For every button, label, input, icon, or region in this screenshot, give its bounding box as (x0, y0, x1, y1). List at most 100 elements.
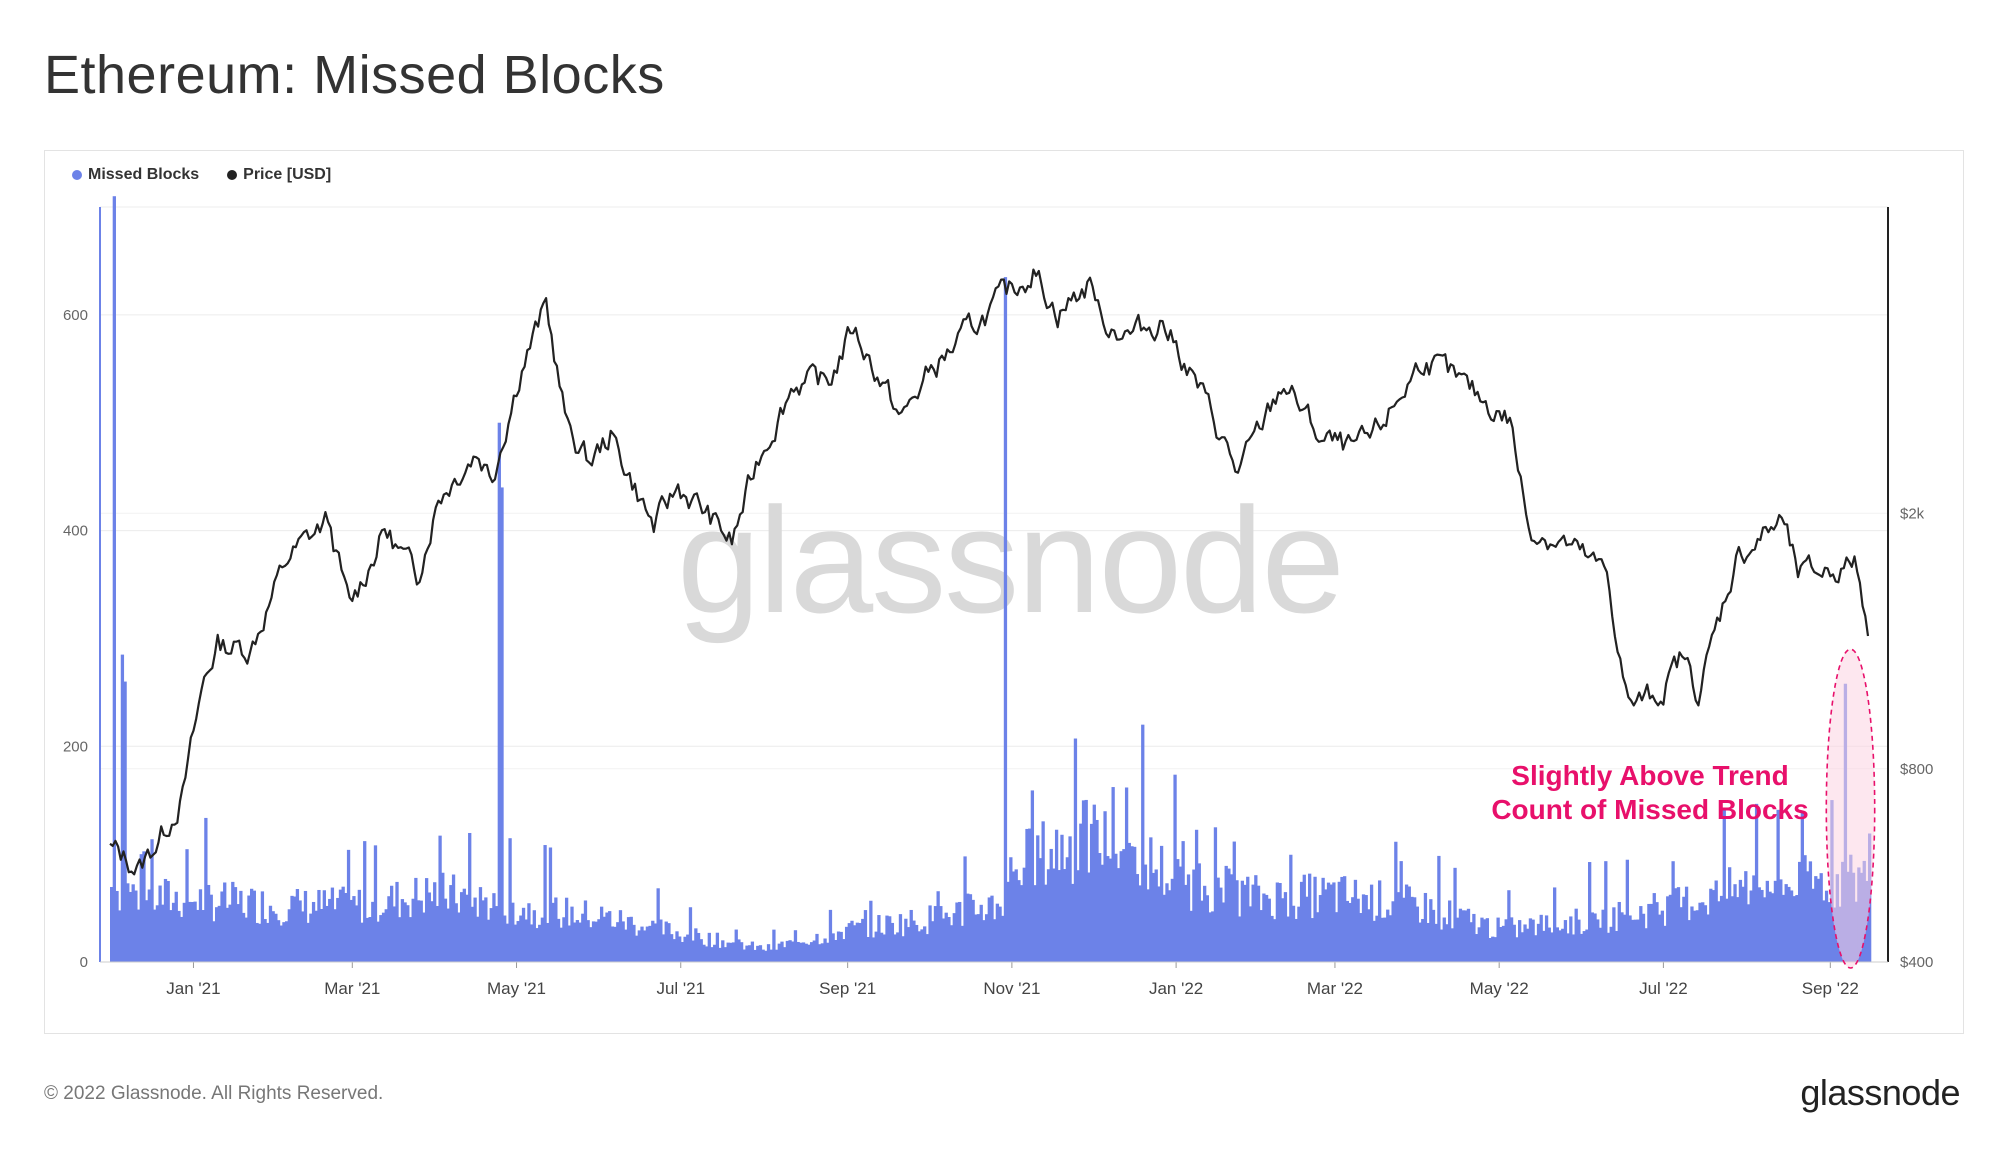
missed-blocks-bar (422, 912, 426, 962)
missed-blocks-bar (1211, 911, 1215, 962)
missed-blocks-bar (573, 922, 577, 962)
glassnode-logo[interactable]: glassnode (1800, 1072, 1960, 1113)
missed-blocks-bar (435, 906, 440, 962)
missed-blocks-bar (319, 908, 324, 962)
missed-blocks-bar (468, 832, 472, 962)
missed-blocks-bar (1456, 917, 1460, 962)
missed-blocks-bar (1122, 849, 1126, 962)
missed-blocks-bar (516, 921, 520, 962)
missed-blocks-bar (634, 935, 639, 962)
missed-blocks-bar (1213, 827, 1218, 962)
missed-blocks-bar (1267, 898, 1271, 962)
missed-blocks-bar (570, 906, 574, 962)
missed-blocks-bar (1235, 880, 1239, 962)
missed-blocks-bar (478, 887, 483, 962)
missed-blocks-bar (1539, 914, 1543, 962)
missed-blocks-bar (1582, 931, 1586, 962)
missed-blocks-bar (1518, 920, 1522, 962)
missed-blocks-bar (1375, 915, 1379, 962)
missed-blocks-bar (1717, 901, 1721, 962)
missed-blocks-bar (1418, 922, 1422, 962)
missed-blocks-bar (341, 886, 345, 962)
missed-blocks-bar (443, 898, 448, 962)
missed-blocks-bar (521, 907, 526, 962)
missed-blocks-bar (1130, 846, 1134, 962)
missed-blocks-bar (1170, 878, 1175, 962)
missed-blocks-bar (1421, 918, 1425, 962)
missed-blocks-bar (223, 882, 227, 962)
missed-blocks-bar (1752, 875, 1756, 962)
missed-blocks-bar (1057, 870, 1061, 962)
missed-blocks-bar (279, 925, 283, 962)
missed-blocks-bar (1528, 918, 1533, 962)
missed-blocks-bar (1606, 932, 1611, 962)
missed-blocks-bar (1798, 861, 1802, 962)
missed-blocks-bar (153, 909, 157, 962)
legend-item-missed-blocks[interactable]: Missed Blocks (72, 166, 199, 184)
missed-blocks-bar (893, 934, 897, 962)
missed-blocks-bar (1749, 890, 1753, 962)
missed-blocks-bar (1076, 870, 1080, 962)
missed-blocks-bar (1092, 804, 1096, 962)
missed-blocks-bar (551, 902, 555, 962)
missed-blocks-bar (721, 940, 725, 962)
missed-blocks-bar (979, 904, 983, 962)
missed-blocks-bar (1246, 876, 1250, 962)
missed-blocks-bar (1612, 907, 1616, 962)
missed-blocks-bar (1308, 873, 1312, 962)
missed-blocks-bar (1345, 900, 1350, 962)
missed-blocks-bar (729, 942, 733, 962)
missed-blocks-bar (594, 921, 598, 962)
missed-blocks-bar (1531, 919, 1535, 962)
missed-blocks-bar (511, 902, 515, 962)
missed-blocks-bar (844, 926, 849, 962)
missed-blocks-bar (1340, 876, 1344, 962)
missed-blocks-bar (995, 903, 1000, 962)
missed-blocks-bar (917, 931, 921, 962)
missed-blocks-bar (333, 909, 337, 962)
legend-item-price[interactable]: Price [USD] (227, 166, 331, 184)
missed-blocks-bar (1380, 917, 1385, 962)
missed-blocks-bar (1119, 851, 1123, 962)
missed-blocks-bar (1507, 890, 1511, 962)
missed-blocks-bar (1571, 934, 1576, 962)
missed-blocks-bar (1800, 810, 1804, 962)
missed-blocks-bar (1014, 869, 1018, 962)
missed-blocks-bar (201, 910, 205, 962)
missed-blocks-bar (1264, 894, 1269, 962)
missed-blocks-bar (1784, 884, 1788, 962)
missed-blocks-bar (764, 950, 768, 962)
missed-blocks-bar (1765, 880, 1769, 962)
missed-blocks-bar (212, 921, 216, 962)
missed-blocks-bar (519, 915, 523, 962)
missed-blocks-bar (1291, 905, 1296, 962)
missed-blocks-bar (481, 900, 485, 962)
missed-blocks-bar (599, 906, 604, 962)
missed-blocks-bar (618, 910, 623, 962)
x-tick-label: Mar '21 (324, 979, 380, 998)
missed-blocks-bar (1044, 884, 1048, 962)
missed-blocks-bar (1106, 856, 1110, 962)
missed-blocks-bar (462, 888, 466, 962)
missed-blocks-bar (643, 930, 647, 962)
missed-blocks-bar (231, 881, 235, 962)
missed-blocks-bar (1536, 923, 1541, 962)
missed-blocks-bar (236, 904, 240, 962)
missed-blocks-bar (1030, 790, 1035, 962)
missed-blocks-bar (293, 896, 297, 962)
missed-blocks-bar (645, 926, 650, 962)
missed-blocks-bar (874, 931, 878, 962)
missed-blocks-bar (1227, 868, 1231, 962)
missed-blocks-bar (144, 900, 149, 962)
missed-blocks-bar (465, 894, 469, 962)
missed-blocks-bar (360, 922, 364, 962)
missed-blocks-bar (301, 911, 305, 962)
missed-blocks-bar (896, 932, 900, 962)
missed-blocks-bar (742, 949, 746, 962)
missed-blocks-bar (1318, 895, 1323, 962)
missed-blocks-bar (1781, 894, 1786, 962)
missed-blocks-bar (1378, 880, 1382, 962)
missed-blocks-bar (115, 890, 119, 962)
missed-blocks-bar (1706, 914, 1710, 962)
missed-blocks-bar (976, 914, 981, 962)
